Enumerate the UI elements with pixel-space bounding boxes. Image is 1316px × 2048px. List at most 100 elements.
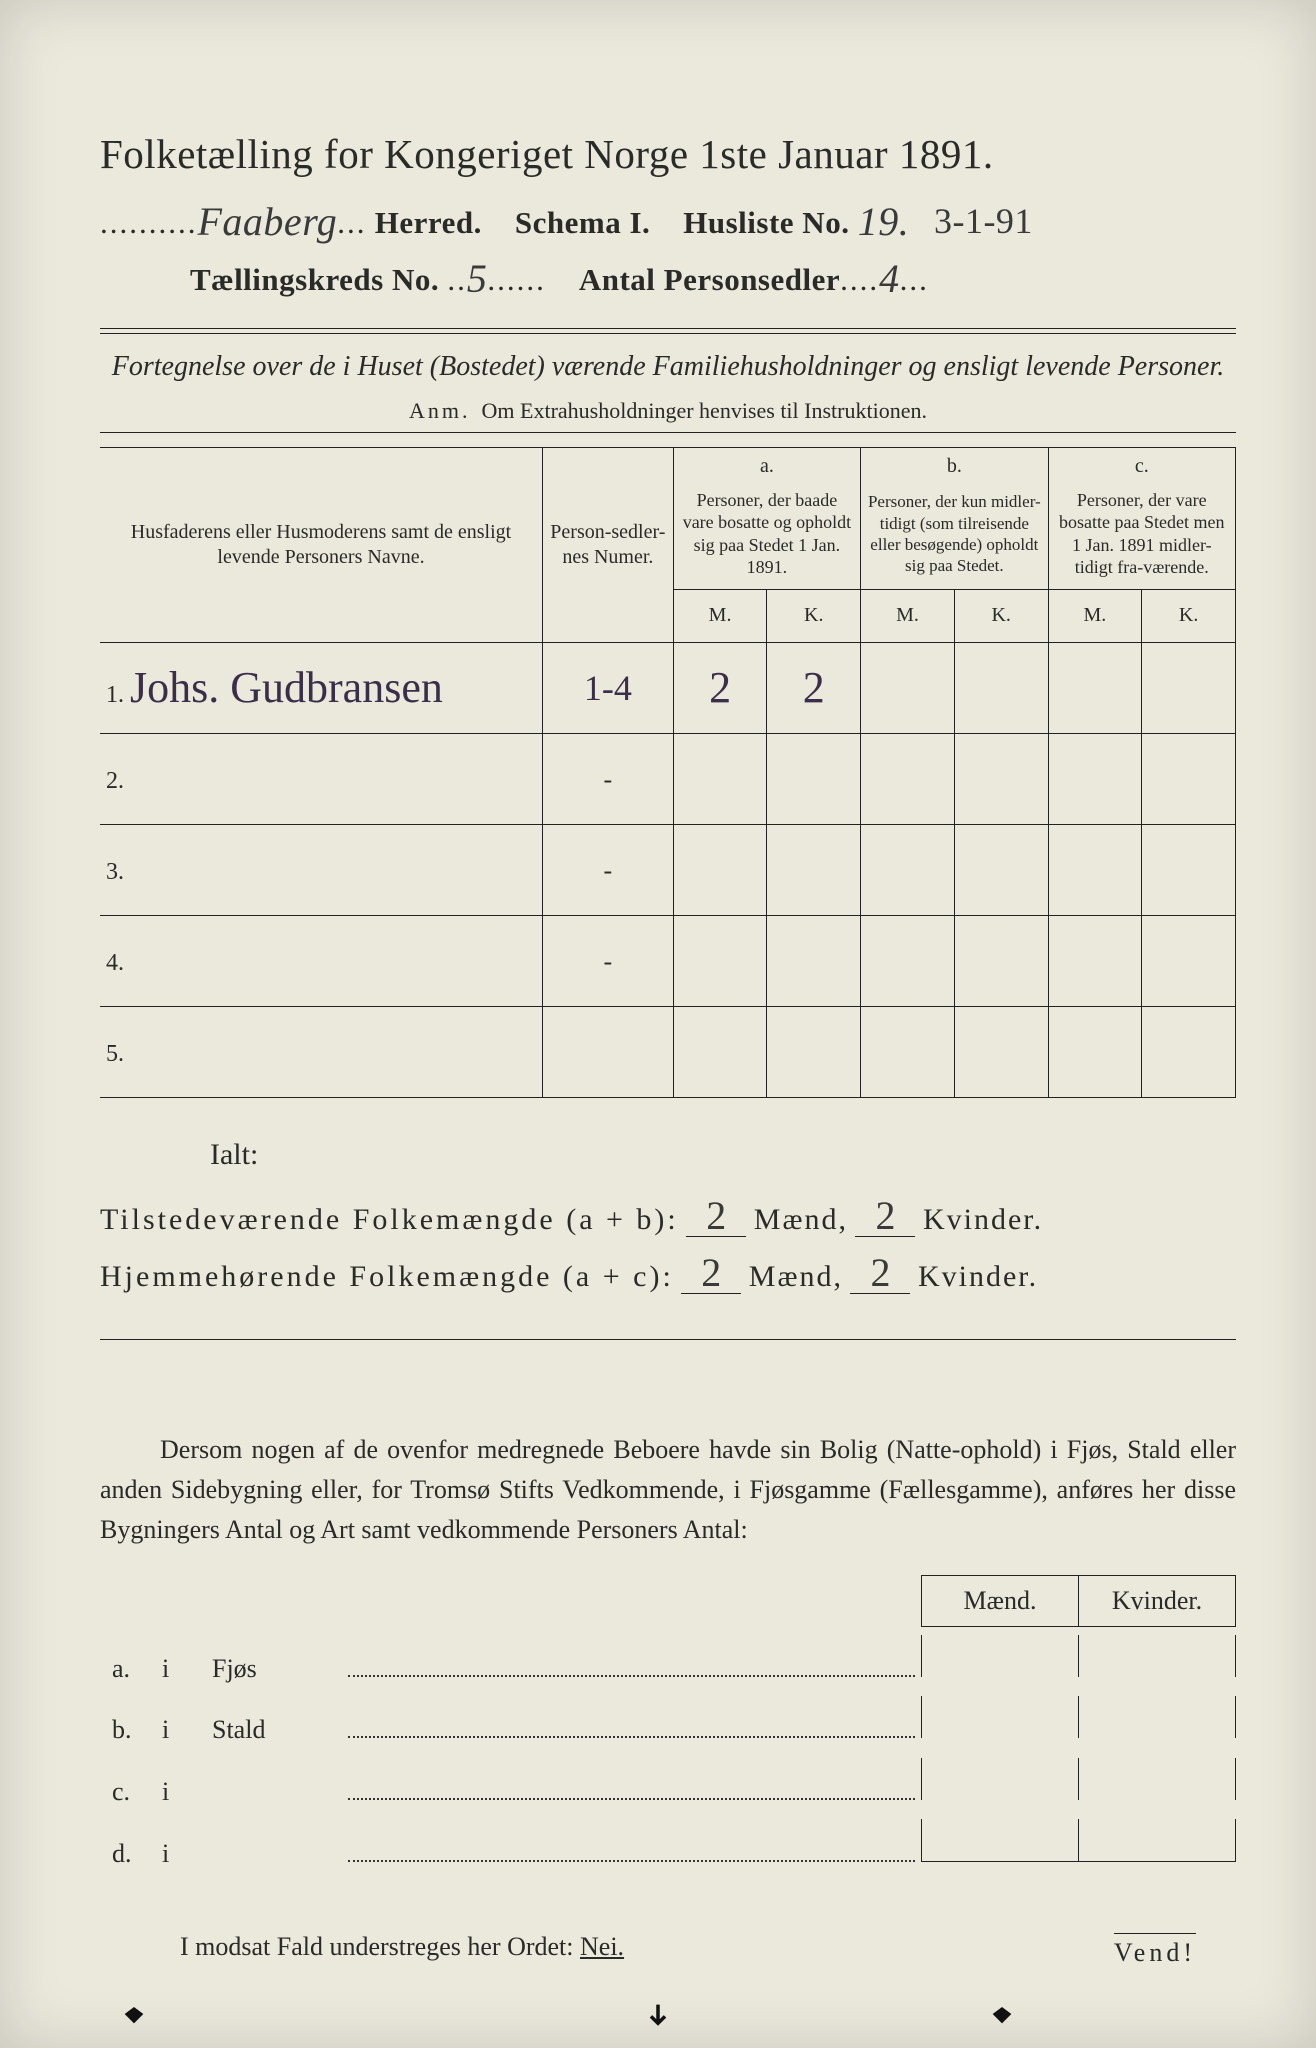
outbuilding-list: a. i Fjøs b. i Stald c. i d. i — [100, 1635, 1236, 1882]
row-a-type: Fjøs — [212, 1642, 342, 1697]
row-b-type: Stald — [212, 1703, 342, 1758]
kreds-label: Tællingskreds No. — [190, 262, 439, 297]
col-sedler-header: Person-sedler-nes Numer. — [543, 447, 674, 642]
row-bK — [954, 1006, 1048, 1097]
col-c-header: Personer, der vare bosatte paa Stedet me… — [1048, 485, 1235, 590]
herred-handwritten: Faaberg — [198, 199, 338, 244]
nei-word: Nei. — [580, 1932, 624, 1961]
dots: ...... — [487, 262, 546, 297]
row-name-cell: 4. — [100, 915, 543, 1006]
maend-label-2: Mænd, — [749, 1260, 843, 1293]
tilstede-label: Tilstedeværende Folkemængde (a + b): — [100, 1203, 679, 1236]
table-row: 5. — [100, 1006, 1236, 1097]
row-cK — [1142, 733, 1236, 824]
kvinder-label-2: Kvinder. — [918, 1260, 1038, 1293]
hjemme-label: Hjemmehørende Folkemængde (a + c): — [100, 1260, 674, 1293]
row-aK — [767, 733, 861, 824]
tilstede-line: Tilstedeværende Folkemængde (a + b): 2 M… — [100, 1191, 1236, 1248]
col-a-m: M. — [673, 589, 767, 642]
meta-line-2: Tællingskreds No. ..5...... Antal Person… — [100, 253, 1236, 300]
row-aM — [673, 915, 767, 1006]
anm-text: Om Extrahusholdninger henvises til Instr… — [482, 398, 927, 423]
list-row-b: b. i Stald — [100, 1696, 1236, 1758]
antal-handwritten: 4 — [879, 256, 900, 301]
row-aM — [673, 1006, 767, 1097]
col-b-m: M. — [861, 589, 955, 642]
row-b-key: b. — [100, 1703, 162, 1758]
row-sedler: 1-4 — [543, 642, 674, 733]
col-c-label: c. — [1048, 447, 1235, 485]
row-d-key: d. — [100, 1827, 162, 1882]
list-row-a: a. i Fjøs — [100, 1635, 1236, 1697]
kreds-no-handwritten: 5 — [467, 256, 488, 301]
row-bK — [954, 824, 1048, 915]
dots: .. — [447, 262, 467, 297]
row-bM — [861, 915, 955, 1006]
row-bK — [954, 733, 1048, 824]
row-cK — [1142, 915, 1236, 1006]
row-number: 5. — [106, 1041, 124, 1067]
row-aM — [673, 733, 767, 824]
maend-label-1: Mænd, — [754, 1203, 848, 1236]
dots: .......... — [100, 205, 198, 240]
row-name-cell: 2. — [100, 733, 543, 824]
tilstede-m-value: 2 — [686, 1196, 746, 1237]
col-name-text: Husfaderens eller Husmoderens samt de en… — [131, 521, 511, 568]
row-bK — [954, 915, 1048, 1006]
col-b-label: b. — [861, 447, 1048, 485]
col-b-header: Personer, der kun midler-tidigt (som til… — [861, 485, 1048, 590]
col-c-m: M. — [1048, 589, 1142, 642]
husliste-label: Husliste No. — [683, 205, 849, 240]
tilstede-k-value: 2 — [855, 1196, 915, 1237]
punch-mark-icon — [120, 2000, 148, 2028]
kvinder-label-1: Kvinder. — [923, 1203, 1043, 1236]
mk-header-m: Mænd. — [921, 1575, 1078, 1627]
row-aK — [767, 915, 861, 1006]
census-table: Husfaderens eller Husmoderens samt de en… — [100, 447, 1236, 1098]
row-aM: 2 — [673, 642, 767, 733]
row-sedler: - — [543, 733, 674, 824]
row-sedler — [543, 1006, 674, 1097]
anm-prefix: Anm. — [409, 398, 471, 423]
row-name-handwritten: Johs. Gudbransen — [130, 663, 443, 712]
dots-fill — [348, 1777, 915, 1800]
row-name-cell: 3. — [100, 824, 543, 915]
row-cK — [1142, 1006, 1236, 1097]
row-c-key: c. — [100, 1765, 162, 1820]
list-row-c: c. i — [100, 1758, 1236, 1820]
hjemme-k-value: 2 — [850, 1253, 910, 1294]
row-b-m — [921, 1696, 1078, 1738]
hjemme-m-value: 2 — [681, 1253, 741, 1294]
row-number: 4. — [106, 950, 124, 976]
row-cM — [1048, 1006, 1142, 1097]
totals-block: Ialt: Tilstedeværende Folkemængde (a + b… — [100, 1126, 1236, 1305]
row-number: 2. — [106, 768, 124, 794]
page-title: Folketælling for Kongeriget Norge 1ste J… — [100, 130, 1236, 178]
table-row: 3. - — [100, 824, 1236, 915]
row-aK: 2 — [767, 642, 861, 733]
anm-note: Anm. Om Extrahusholdninger henvises til … — [100, 398, 1236, 424]
row-a-m — [921, 1635, 1078, 1677]
modsat-line: I modsat Fald understreges her Ordet: Ne… — [100, 1932, 1236, 1962]
table-row: 4. - — [100, 915, 1236, 1006]
divider-single-2 — [100, 1339, 1236, 1340]
dots: .... — [840, 262, 879, 297]
row-bM — [861, 1006, 955, 1097]
dots: ... — [900, 262, 929, 297]
row-number: 3. — [106, 859, 124, 885]
dots-fill — [348, 1840, 915, 1863]
row-a-key: a. — [100, 1642, 162, 1697]
table-row: 2. - — [100, 733, 1236, 824]
row-d-k — [1078, 1819, 1236, 1862]
col-c-k: K. — [1142, 589, 1236, 642]
date-handwritten: 3-1-91 — [934, 201, 1033, 241]
row-a-k — [1078, 1635, 1236, 1677]
row-bM — [861, 733, 955, 824]
fortegnelse-heading: Fortegnelse over de i Huset (Bostedet) v… — [100, 348, 1236, 386]
row-b-i: i — [162, 1703, 212, 1758]
col-a-header: Personer, der baade vare bosatte og opho… — [673, 485, 860, 590]
mk-header-k: Kvinder. — [1078, 1575, 1236, 1627]
husliste-no-handwritten: 19. — [858, 199, 910, 244]
row-name-cell: 1. Johs. Gudbransen — [100, 642, 543, 733]
hjemme-line: Hjemmehørende Folkemængde (a + c): 2 Mæn… — [100, 1248, 1236, 1305]
